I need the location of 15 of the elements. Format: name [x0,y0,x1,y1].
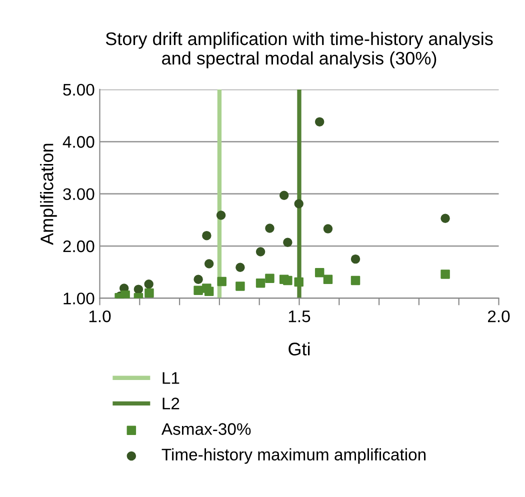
x-tick-label: 2.0 [488,310,510,322]
legend-label: Asmax-30% [161,423,251,435]
x-tick-label: 1.0 [89,310,111,322]
y-tick-label: 1.00 [64,292,94,304]
y-axis-title: Amplification [40,144,57,245]
chart-title: Story drift amplification with time-history analysis and spectral modal analysis (30%) [106,32,493,68]
legend-label: L2 [162,398,180,410]
y-tick-label: 2.00 [63,240,94,252]
y-tick-label: 5.00 [63,84,94,96]
legend-label: L1 [162,372,180,384]
y-tick-label: 4.00 [62,136,94,148]
x-tick-label: 1.5 [288,310,310,322]
legend-label: Time-history maximum amplification [162,448,426,464]
x-axis-title: Gti [288,342,310,356]
y-tick-label: 3.00 [63,188,94,200]
